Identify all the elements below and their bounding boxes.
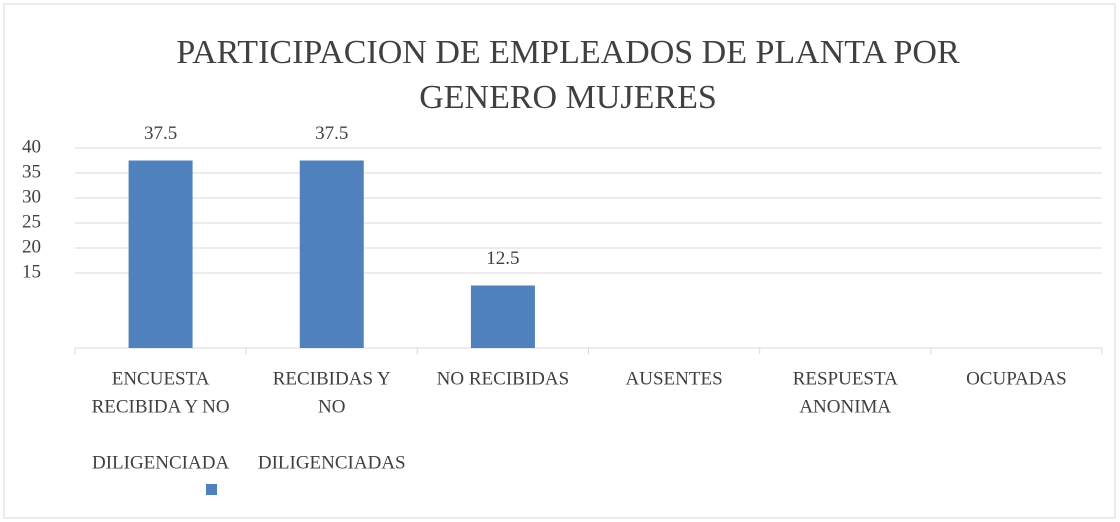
x-tick-label: RECIBIDA Y NO: [92, 396, 230, 417]
bar: [470, 285, 535, 348]
bar: [128, 160, 193, 348]
chart-title: GENERO MUJERES: [419, 79, 717, 116]
x-tick-label: DILIGENCIADA: [92, 452, 229, 473]
y-tick-label: 20: [22, 236, 41, 257]
chart-title: PARTICIPACION DE EMPLEADOS DE PLANTA POR: [176, 34, 960, 71]
data-label: 12.5: [486, 248, 519, 269]
data-label: 37.5: [315, 123, 348, 144]
y-tick-label: 15: [22, 261, 41, 282]
y-tick-label: 40: [22, 136, 41, 157]
x-tick-label: ANONIMA: [799, 396, 891, 417]
y-tick-label: 25: [22, 211, 41, 232]
x-tick-label: RECIBIDAS Y: [273, 368, 391, 389]
bar: [299, 160, 364, 348]
x-tick-label: NO RECIBIDAS: [437, 368, 569, 389]
x-tick-label: OCUPADAS: [966, 368, 1067, 389]
x-tick-label: AUSENTES: [626, 368, 723, 389]
y-tick-label: 30: [22, 186, 41, 207]
x-tick-label: DILIGENCIADAS: [258, 452, 406, 473]
data-label: 37.5: [144, 123, 177, 144]
x-tick-label: NO: [318, 396, 345, 417]
y-tick-label: 35: [22, 161, 41, 182]
x-tick-label: ENCUESTA: [112, 368, 210, 389]
x-tick-label: RESPUESTA: [793, 368, 898, 389]
legend-marker: [206, 484, 217, 495]
